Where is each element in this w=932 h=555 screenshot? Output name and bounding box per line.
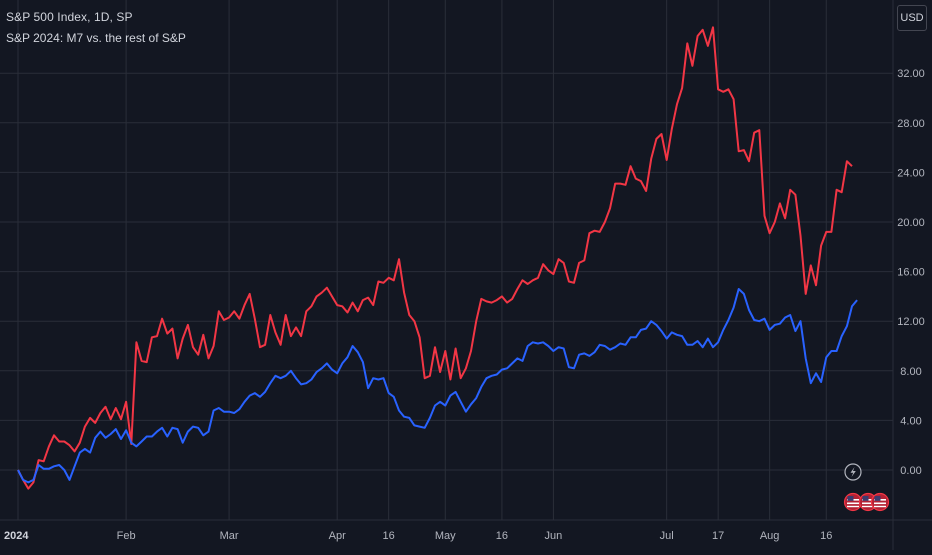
x-tick-label: 2024 [4,530,29,542]
y-tick-label: 8.00 [900,366,921,378]
y-tick-label: 20.00 [897,217,925,229]
us-flag-icon[interactable] [870,492,890,512]
y-axis[interactable]: 0.00 4.00 8.00 12.00 16.00 20.00 24.00 28.00 32.… [897,68,925,477]
x-tick-label: Jul [660,530,674,542]
y-tick-label: 4.00 [900,415,921,427]
us-flag-icon[interactable] [843,492,863,512]
x-tick-label: May [435,530,456,542]
grid-lines [0,0,893,520]
x-axis[interactable]: 2024 Feb Mar Apr 16 May 16 Jun Jul 17 Aug 16 [4,530,832,542]
x-tick-label: Feb [117,530,136,542]
y-tick-label: 32.00 [897,68,925,80]
chart-subtitle[interactable]: S&P 2024: M7 vs. the rest of S&P [6,31,186,45]
chart-title[interactable]: S&P 500 Index, 1D, SP [6,10,133,24]
series-line-red[interactable] [17,26,853,490]
y-tick-label: 12.00 [897,316,925,328]
x-tick-label: 16 [383,530,395,542]
x-tick-label: Mar [220,530,239,542]
currency-button[interactable]: USD [897,5,927,31]
x-tick-label: 16 [496,530,508,542]
series-lines [17,26,858,490]
lightning-icon[interactable] [844,463,862,481]
series-line-blue[interactable] [17,288,858,484]
x-tick-label: Apr [329,530,346,542]
y-tick-label: 16.00 [897,267,925,279]
x-tick-label: Jun [545,530,563,542]
x-tick-label: 17 [712,530,724,542]
y-tick-label: 28.00 [897,118,925,130]
y-tick-label: 0.00 [900,465,921,477]
y-tick-label: 24.00 [897,167,925,179]
x-tick-label: Aug [760,530,780,542]
x-tick-label: 16 [820,530,832,542]
